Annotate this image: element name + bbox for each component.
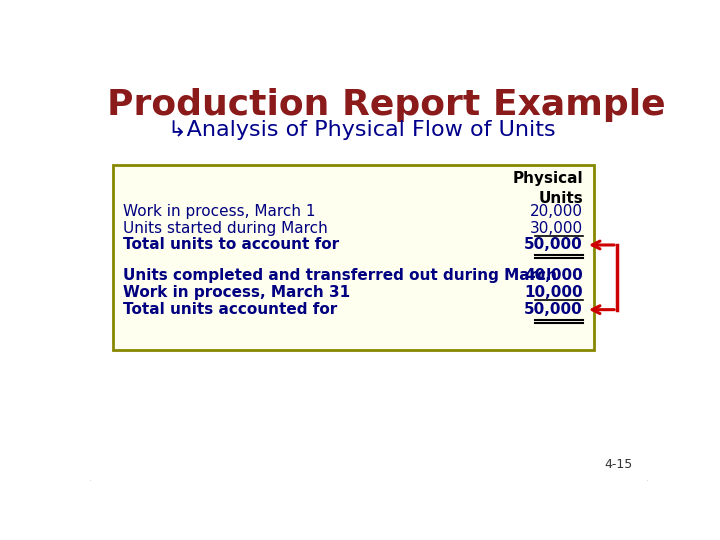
Text: 30,000: 30,000 xyxy=(530,220,583,235)
Text: Total units accounted for: Total units accounted for xyxy=(122,302,337,317)
Text: Total units to account for: Total units to account for xyxy=(122,238,338,253)
Text: 10,000: 10,000 xyxy=(524,285,583,300)
Text: 50,000: 50,000 xyxy=(524,238,583,253)
Text: Work in process, March 31: Work in process, March 31 xyxy=(122,285,350,300)
Text: 50,000: 50,000 xyxy=(524,302,583,317)
Text: ↳Analysis of Physical Flow of Units: ↳Analysis of Physical Flow of Units xyxy=(168,120,555,140)
Text: 20,000: 20,000 xyxy=(530,204,583,219)
Text: 4-15: 4-15 xyxy=(604,458,632,471)
Text: Production Report Example: Production Report Example xyxy=(107,88,666,122)
Text: 40,000: 40,000 xyxy=(524,268,583,284)
Text: Work in process, March 1: Work in process, March 1 xyxy=(122,204,315,219)
FancyBboxPatch shape xyxy=(113,165,594,350)
Text: Units completed and transferred out during March: Units completed and transferred out duri… xyxy=(122,268,557,284)
FancyBboxPatch shape xyxy=(89,63,649,482)
Text: Units started during March: Units started during March xyxy=(122,220,328,235)
Text: Physical
Units: Physical Units xyxy=(512,171,583,206)
